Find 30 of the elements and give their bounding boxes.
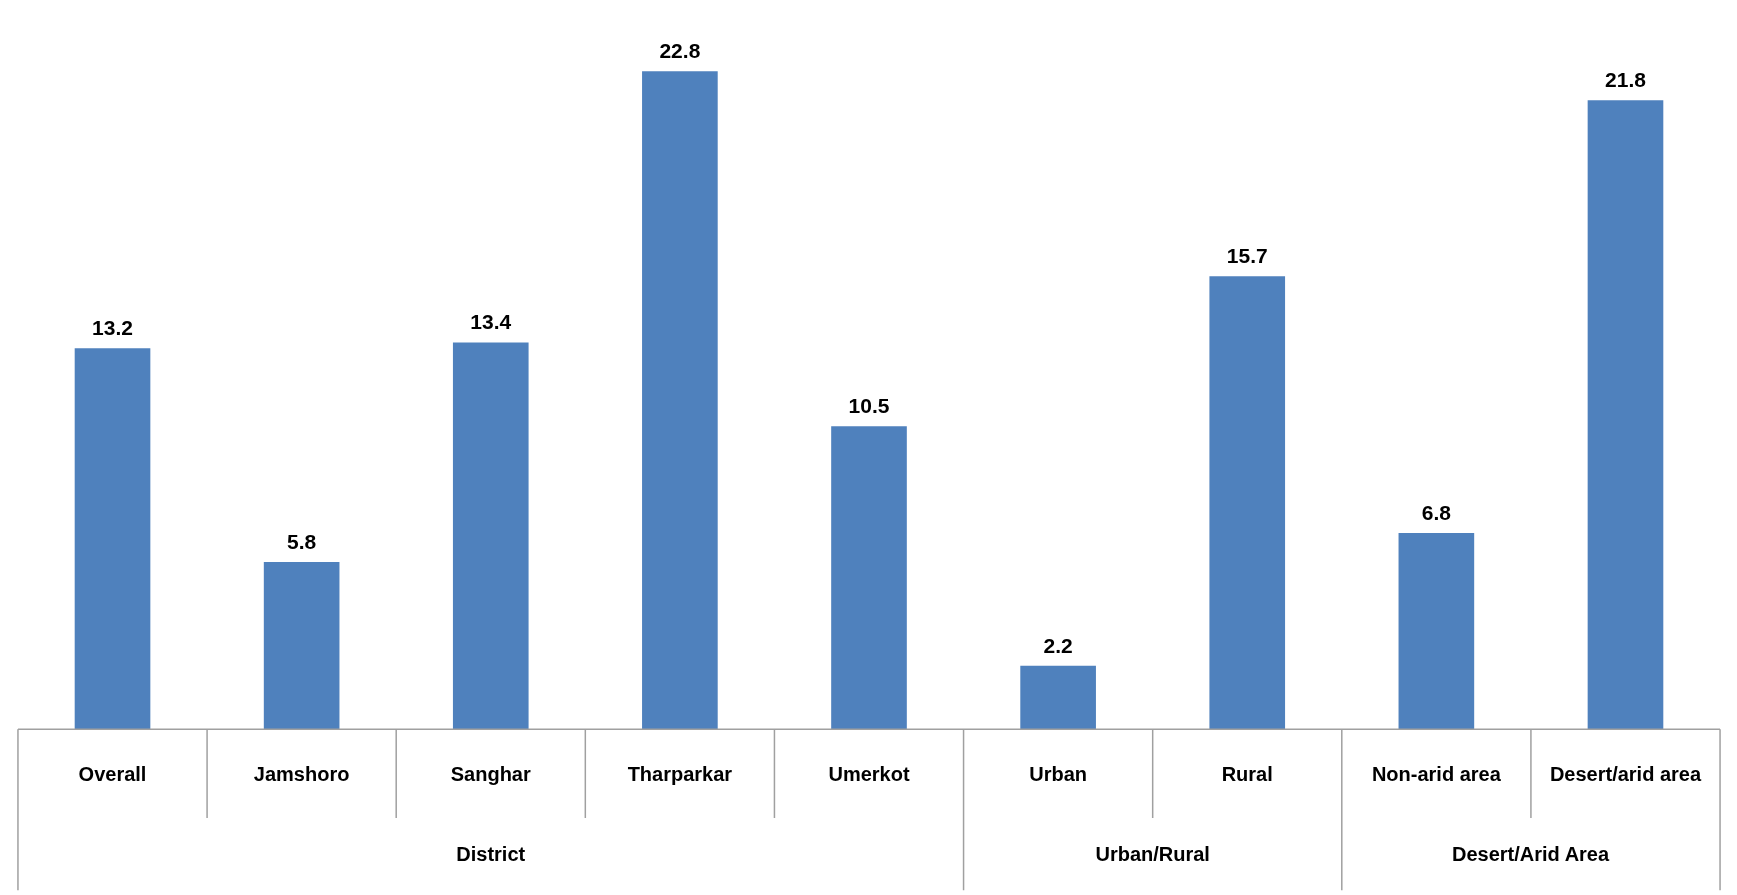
bar	[1398, 533, 1475, 730]
bar	[642, 71, 718, 730]
x-tick-label: Overall	[78, 762, 147, 785]
x-tick-label: Non-arid area	[1371, 762, 1502, 785]
bar	[1587, 100, 1664, 730]
x-tick-label: Urban	[1029, 762, 1088, 785]
text: District	[456, 843, 526, 866]
bar	[263, 561, 340, 730]
data-label: 6.8	[1421, 500, 1452, 524]
x-tick-label: Rural	[1221, 762, 1273, 785]
data-label: 13.2	[92, 316, 133, 340]
bar	[831, 426, 907, 730]
x-tick-label: Umerkot	[828, 762, 910, 785]
bar	[74, 348, 151, 730]
data-label: 22.8	[659, 39, 701, 63]
text: Urban/Rural	[1095, 843, 1210, 866]
data-label: 21.8	[1605, 68, 1647, 91]
data-label: 2.2	[1043, 633, 1073, 657]
x-tick-label: Jamshoro	[253, 762, 350, 785]
text: Desert/Arid Area	[1452, 843, 1610, 866]
data-label: 13.4	[470, 310, 512, 334]
data-label: 10.5	[848, 394, 890, 418]
bar	[1020, 665, 1096, 730]
data-label: 15.7	[1226, 244, 1268, 268]
x-tick-label: Tharparkar	[627, 762, 733, 785]
x-tick-label: Desert/arid area	[1549, 762, 1702, 785]
data-label: 5.8	[287, 529, 317, 553]
bar	[1209, 276, 1286, 730]
x-tick-label: Sanghar	[450, 762, 531, 785]
bar	[452, 342, 529, 730]
